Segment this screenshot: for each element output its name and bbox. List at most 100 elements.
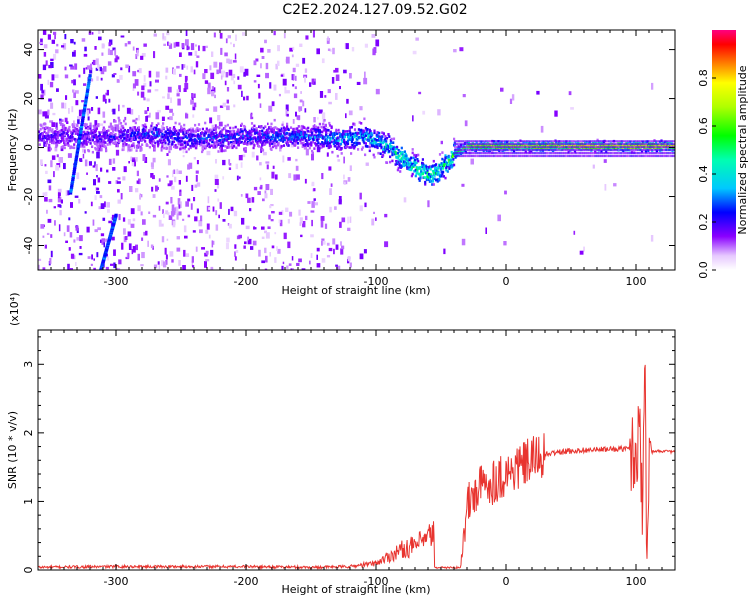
band-cell xyxy=(641,146,644,149)
noise-speckle xyxy=(310,210,315,213)
band-cell xyxy=(619,149,622,152)
noise-speckle xyxy=(42,235,45,238)
ridge-cell xyxy=(434,169,437,172)
band-cell xyxy=(610,149,613,152)
noise-speckle xyxy=(314,202,318,206)
ridge-cell xyxy=(133,127,136,131)
ridge-cell xyxy=(54,135,57,139)
band-cell xyxy=(598,149,601,152)
band-cell xyxy=(506,149,509,152)
band-cell xyxy=(643,154,646,158)
band-cell xyxy=(547,149,550,152)
band-cell xyxy=(500,146,503,149)
band-cell xyxy=(569,149,572,152)
noise-speckle xyxy=(190,203,193,210)
noise-speckle xyxy=(339,221,342,228)
ridge-cell xyxy=(155,124,158,127)
ridge-cell xyxy=(172,140,176,143)
band-cell xyxy=(528,143,531,146)
noise-speckle xyxy=(169,108,173,113)
noise-speckle xyxy=(251,116,254,120)
ridge-cell xyxy=(100,131,103,134)
noise-speckle xyxy=(93,179,96,186)
ridge-cell xyxy=(261,143,264,146)
band-cell xyxy=(594,146,597,149)
band-cell xyxy=(652,149,656,152)
band-cell xyxy=(477,140,480,143)
ridge-cell xyxy=(244,147,247,151)
noise-speckle xyxy=(101,238,106,245)
ridge-cell xyxy=(38,143,41,146)
noise-speckle xyxy=(343,181,346,185)
band-cell xyxy=(495,154,498,158)
band-cell xyxy=(532,146,535,149)
noise-speckle xyxy=(331,77,335,84)
ridge-cell xyxy=(317,144,320,148)
noise-speckle xyxy=(137,253,140,261)
noise-speckle xyxy=(57,204,61,208)
ridge-cell xyxy=(89,122,92,126)
ridge-cell xyxy=(453,163,456,167)
streak-cell xyxy=(75,150,79,154)
band-cell xyxy=(563,149,566,152)
noise-speckle xyxy=(211,124,214,131)
noise-speckle xyxy=(211,240,214,248)
ridge-cell xyxy=(126,139,129,142)
noise-speckle xyxy=(258,249,261,257)
ridge-cell xyxy=(292,127,295,131)
noise-speckle xyxy=(568,91,572,96)
band-cell xyxy=(496,152,500,155)
ridge-cell xyxy=(262,134,265,137)
ridge-cell xyxy=(380,137,383,140)
band-cell xyxy=(535,149,539,152)
ridge-cell xyxy=(270,135,273,139)
band-cell xyxy=(471,140,474,143)
ridge-cell xyxy=(366,128,369,131)
noise-speckle xyxy=(98,36,102,41)
band-cell xyxy=(485,149,488,152)
ridge-cell xyxy=(394,147,397,151)
ridge-cell xyxy=(335,139,338,142)
ridge-cell xyxy=(189,132,192,136)
noise-speckle xyxy=(70,39,74,44)
noise-speckle xyxy=(165,105,170,110)
ridge-cell xyxy=(399,160,403,163)
noise-speckle xyxy=(338,196,342,203)
ridge-cell xyxy=(91,135,94,138)
band-cell xyxy=(547,152,550,155)
noise-speckle xyxy=(138,115,140,121)
ridge-cell xyxy=(280,145,283,148)
ridge-cell xyxy=(165,126,169,129)
band-cell xyxy=(592,152,595,155)
ridge-cell xyxy=(414,174,417,178)
noise-speckle xyxy=(273,31,276,36)
band-cell xyxy=(457,149,461,152)
band-cell xyxy=(555,140,558,143)
noise-speckle xyxy=(265,255,268,263)
noise-speckle xyxy=(69,232,73,238)
noise-speckle xyxy=(327,36,329,41)
band-cell xyxy=(602,154,605,158)
noise-speckle xyxy=(132,71,137,77)
band-cell xyxy=(623,154,626,158)
noise-speckle xyxy=(69,64,73,67)
ridge-cell xyxy=(281,123,284,127)
ridge-cell xyxy=(428,172,431,176)
noise-speckle xyxy=(96,76,99,81)
noise-speckle xyxy=(114,49,117,56)
ridge-cell xyxy=(336,141,339,145)
ridge-cell xyxy=(222,134,225,138)
ridge-cell xyxy=(263,135,266,139)
ridge-cell xyxy=(54,130,57,133)
band-cell xyxy=(506,140,509,143)
noise-speckle xyxy=(49,257,52,264)
band-cell xyxy=(537,146,540,149)
noise-speckle xyxy=(94,161,96,166)
ridge-cell xyxy=(305,139,308,142)
band-cell xyxy=(656,152,659,155)
band-cell xyxy=(613,146,617,149)
ridge-cell xyxy=(401,156,404,159)
ridge-cell xyxy=(87,149,91,153)
ridge-cell xyxy=(413,153,416,157)
band-cell xyxy=(518,143,521,146)
